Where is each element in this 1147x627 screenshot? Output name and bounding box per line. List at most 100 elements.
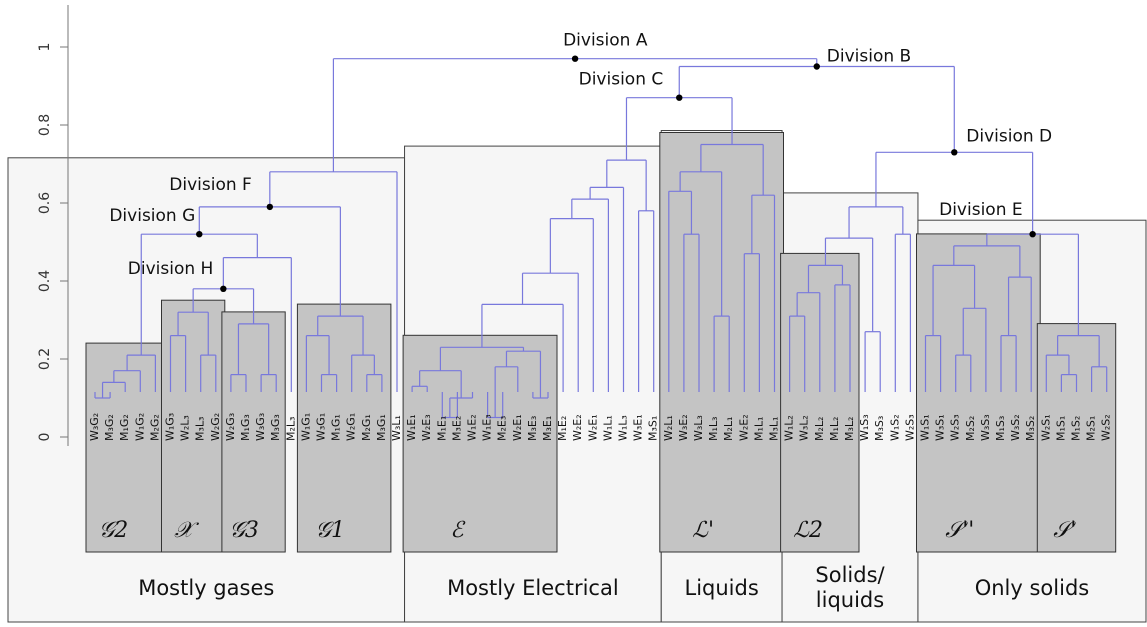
leaf-label: M₂G₂	[148, 414, 161, 441]
leaf-label: M₃E₁	[541, 416, 554, 441]
leaf-label: M₃G₂	[103, 414, 116, 441]
y-tick-label: 0.2	[37, 348, 53, 370]
leaf-label: M₂S₁	[1085, 416, 1098, 441]
cluster-box	[1036, 323, 1117, 553]
division-node	[951, 149, 958, 156]
leaf-label: W₂S₃	[903, 414, 916, 441]
leaf-label: M₂S₂	[964, 416, 977, 441]
leaf-label: W₁S₁	[919, 414, 932, 441]
tree-lines	[94, 58, 1108, 419]
leaf-label: M₁S₂	[1070, 416, 1083, 441]
leaf-label: M₃S₂	[1024, 416, 1037, 441]
leaf-label: M₁L₂	[828, 417, 841, 441]
leaf-label: W₃L₃	[692, 415, 705, 441]
cluster-box	[221, 311, 286, 553]
division-label: Division F	[169, 175, 252, 195]
division-node	[196, 231, 203, 238]
group-label: Mostly Electrical	[447, 575, 619, 600]
division-node	[266, 203, 274, 211]
leaf-label: W₃E₂	[677, 414, 690, 441]
division-node	[676, 94, 683, 101]
leaf-label: M₃L₂	[843, 417, 856, 441]
leaf-label: M₂L₂	[813, 417, 826, 441]
cluster-box	[402, 334, 558, 553]
leaf-label: W₂E₂	[571, 414, 584, 441]
y-tick-label: 1	[37, 43, 53, 52]
axis: 0 0.2 0.4 0.6 0.8 1	[37, 5, 69, 446]
leaf-label: M₁S₁	[1054, 416, 1067, 441]
leaf-label: M₃L₃	[194, 417, 207, 441]
leaf-label: W₂E₁	[511, 414, 524, 441]
leaf-label: W₃E₁	[632, 414, 645, 441]
cluster-label: ℒ'	[692, 518, 714, 543]
division-node	[571, 55, 579, 62]
leaf-label: M₂E₃	[496, 416, 509, 441]
leaf-label: W₂G₃	[224, 413, 237, 441]
labels: W₃G₂ M₃G₂ M₁G₂ W₁G₂ M₂G₂ W₁G₃ W₂L₃ M₃L₃ W₂G₂ W₂G₃…	[88, 31, 1113, 543]
division-label: Division H	[128, 259, 214, 279]
group-label: Only solids	[974, 575, 1090, 600]
leaf-label: W₂S₃	[949, 414, 962, 441]
cluster-label: 𝒮'	[1053, 518, 1076, 543]
leaf-label: M₃E₂	[450, 416, 463, 441]
cluster-label: 𝒢1	[315, 518, 345, 543]
y-tick-label: 0.6	[37, 192, 53, 214]
leaf-label: W₂E₂	[737, 414, 750, 441]
leaf-label: M₃E₃	[526, 416, 539, 441]
group-label: Liquids	[684, 575, 759, 600]
y-tick-label: 0.4	[37, 270, 53, 292]
leaf-label: W₁S₃	[858, 414, 871, 441]
cluster-label: ℰ	[450, 518, 466, 543]
leaf-label: M₃S₃	[873, 416, 886, 441]
leaf-label: M₃G₃	[269, 414, 282, 441]
division-node	[813, 63, 820, 70]
leaf-label: M₃G₁	[375, 414, 388, 441]
leaf-label: W₃S₂	[1009, 414, 1022, 441]
leaf-label: W₂S₂	[1100, 414, 1113, 441]
leaf-label: W₂E₃	[420, 414, 433, 441]
leaf-label: W₃S₃	[979, 414, 992, 441]
leaf-label: W₂G₁	[345, 413, 358, 441]
leaf-label: W₂L₃	[179, 415, 192, 441]
leaf-label: M₃L₁	[768, 417, 781, 441]
leaf-label: W₁E₃	[481, 414, 494, 441]
division-label: Division G	[109, 206, 195, 226]
leaf-label: M₂G₁	[360, 414, 373, 441]
cluster-label: ℒ2	[793, 518, 823, 543]
cluster-boxes	[85, 132, 1117, 553]
leaf-label: W₂L₁	[662, 415, 675, 441]
cluster-label: 𝒮''	[945, 518, 974, 543]
y-tick-label: 0	[37, 433, 53, 442]
leaf-label: M₁E₁	[435, 416, 448, 441]
group-label: Mostly gases	[138, 575, 275, 600]
leaf-label: M₂L₃	[284, 417, 297, 441]
leaf-label: M₁L₁	[752, 417, 765, 441]
leaf-label: W₁E₂	[466, 414, 479, 441]
leaf-label: W₃L₁	[390, 415, 403, 441]
leaf-label: W₂E₁	[586, 414, 599, 441]
leaf-label: W₂S₁	[1039, 414, 1052, 441]
leaf-label: W₁G₃	[164, 413, 177, 441]
leaf-label: W₃L₂	[798, 415, 811, 441]
cluster-box	[916, 233, 1041, 553]
division-label: Division D	[966, 126, 1052, 146]
leaf-label: W₁L₁	[601, 415, 614, 441]
leaf-label: W₁E₁	[405, 414, 418, 441]
cluster-box	[85, 342, 165, 553]
cluster-label: 𝒢2	[99, 518, 129, 543]
leaf-label: M₁L₃	[707, 417, 720, 441]
leaf-label: W₁G₁	[299, 413, 312, 441]
leaf-label: W₃G₁	[315, 413, 328, 441]
group-label: Solids/ liquids	[815, 563, 885, 612]
division-label: Division E	[939, 200, 1023, 220]
leaf-label: M₃S₁	[647, 416, 660, 441]
division-node	[1029, 231, 1036, 238]
leaf-label: M₁E₂	[556, 416, 569, 441]
leaf-label: M₁G₃	[239, 414, 252, 441]
division-label: Division C	[579, 70, 664, 90]
division-node	[220, 285, 227, 292]
leaf-label: W₃G₃	[254, 413, 267, 441]
leaf-label: W₁L₃	[617, 415, 630, 441]
leaf-label: W₃G₂	[88, 413, 101, 441]
